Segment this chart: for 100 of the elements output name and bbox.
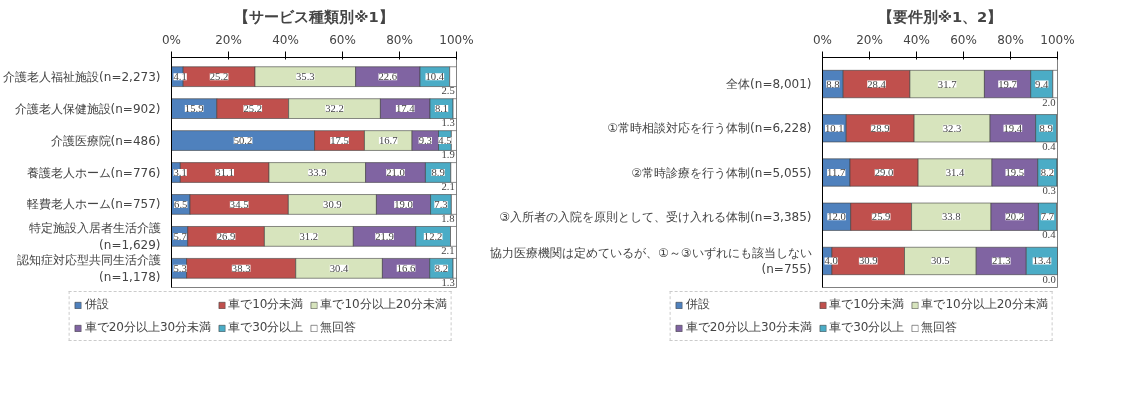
legend-label: 車で30分以上 [228, 319, 304, 336]
data-label: 7.7 [1040, 211, 1055, 223]
x-tick-label: 0% [812, 32, 833, 47]
data-label: 11.7 [827, 167, 847, 178]
y-tick-label: 全体(n=8,001) [726, 77, 812, 92]
data-label: 31.4 [945, 167, 966, 178]
data-label: 34.5 [229, 198, 249, 210]
data-label: 8.9 [431, 167, 445, 178]
y-tick-label: 軽費老人ホーム(n=757) [26, 197, 161, 212]
chart-title: 【要件別※1、2】 [877, 7, 1003, 25]
data-label: 3.1 [173, 167, 187, 178]
data-label: 19.4 [1003, 122, 1023, 134]
legend-label: 併設 [685, 296, 710, 313]
data-label: 19.5 [1005, 167, 1025, 178]
x-tick-label: 100% [1040, 32, 1075, 47]
x-tick-label: 80% [997, 32, 1024, 47]
data-label: 16.7 [378, 135, 399, 147]
data-label: 25.9 [871, 211, 891, 223]
data-label: 28.9 [870, 122, 890, 134]
data-label: 30.5 [931, 255, 950, 267]
data-label: 50.2 [233, 135, 253, 147]
data-label: 32.3 [942, 122, 962, 134]
data-label: 4.5 [438, 135, 452, 147]
data-label: 2.1 [441, 244, 455, 256]
data-label: 10.4 [425, 71, 445, 83]
y-tick-label: 介護老人保健施設(n=902) [14, 101, 161, 116]
data-label: 28.4 [867, 78, 887, 90]
legend-label: 車で20分以上30分未満 [84, 319, 212, 336]
data-label: 21.9 [375, 230, 394, 242]
legend-label: 車で10分以上20分未満 [320, 296, 447, 313]
legend-label: 無回答 [921, 319, 958, 336]
data-label: 20.2 [1005, 211, 1025, 223]
data-label: 29.0 [874, 167, 894, 178]
data-label: 4.0 [824, 255, 838, 267]
x-tick-label: 100% [439, 32, 474, 47]
data-label: 7.3 [434, 198, 448, 210]
data-label: 9.4 [1035, 78, 1050, 90]
data-label: 1.3 [441, 276, 455, 288]
x-tick-label: 0% [161, 32, 182, 47]
data-label: 5.7 [173, 230, 188, 242]
y-tick-label: 協力医療機関は定めているが、①～③いずれにも該当しない(n=755) [489, 245, 812, 277]
y-tick-label: ①常時相談対応を行う体制(n=6,228) [607, 121, 812, 136]
data-label: 6.5 [174, 198, 188, 210]
x-tick-label: 60% [329, 32, 356, 47]
legend-label: 車で10分未満 [228, 296, 304, 313]
data-label: 25.2 [243, 103, 263, 115]
data-label: 21.0 [386, 167, 405, 178]
legend-label: 無回答 [320, 319, 357, 336]
y-tick-label: 介護医療院(n=486) [50, 133, 161, 148]
data-label: 0.0 [1042, 273, 1056, 285]
x-tick-label: 40% [903, 32, 930, 47]
data-label: 0.4 [1042, 229, 1057, 241]
data-label: 21.3 [991, 255, 1011, 267]
data-label: 1.9 [441, 149, 455, 161]
data-label: 31.2 [299, 230, 319, 242]
data-label: 13.4 [1032, 255, 1052, 267]
data-label: 8.8 [826, 78, 840, 90]
legend-label: 車で30分以上 [829, 319, 905, 336]
legend-label: 車で20分以上30分未満 [685, 319, 813, 336]
data-label: 31.7 [937, 78, 958, 90]
x-tick-label: 20% [856, 32, 883, 47]
data-label: 17.5 [330, 135, 349, 147]
data-label: 26.9 [216, 230, 236, 242]
data-label: 19.0 [394, 198, 413, 210]
data-label: 30.9 [323, 198, 342, 210]
data-label: 15.9 [184, 103, 204, 115]
data-label: 9.3 [418, 135, 432, 147]
y-tick-label: ③入所者の入院を原則として、受け入れる体制(n=3,385) [499, 209, 812, 224]
data-label: 17.4 [395, 103, 416, 115]
data-label: 8.2 [1040, 167, 1055, 178]
data-label: 12.0 [827, 211, 846, 223]
data-label: 8.1 [434, 103, 449, 115]
data-label: 10.1 [825, 122, 844, 134]
data-label: 35.3 [295, 71, 315, 83]
y-tick-label: 認知症対応型共同生活介護(n=1,178) [16, 252, 161, 284]
data-label: 8.9 [1039, 122, 1053, 134]
y-tick-label: 養護老人ホーム(n=776) [26, 165, 161, 180]
data-label: 33.8 [941, 211, 961, 223]
data-label: 31.1 [215, 167, 234, 178]
data-label: 2.0 [1042, 96, 1056, 108]
data-label: 25.2 [209, 71, 229, 83]
data-label: 19.7 [998, 78, 1018, 90]
data-label: 30.9 [858, 255, 878, 267]
data-label: 0.3 [1042, 185, 1056, 197]
data-label: 8.2 [434, 262, 449, 274]
data-label: 30.4 [329, 262, 350, 274]
data-label: 0.4 [1042, 140, 1057, 152]
data-label: 5.3 [173, 262, 187, 274]
legend-label: 車で10分以上20分未満 [921, 296, 1048, 313]
data-label: 2.5 [441, 85, 455, 97]
x-tick-label: 20% [215, 32, 242, 47]
data-label: 1.3 [441, 117, 455, 129]
data-label: 38.3 [231, 262, 251, 274]
data-label: 2.1 [441, 181, 455, 193]
x-tick-label: 40% [272, 32, 299, 47]
data-label: 32.2 [325, 103, 344, 115]
data-label: 4.1 [173, 71, 187, 83]
y-tick-label: 特定施設入居者生活介護(n=1,629) [28, 220, 161, 252]
y-tick-label: 介護老人福祉施設(n=2,273) [3, 69, 161, 84]
legend-label: 車で10分未満 [829, 296, 905, 313]
